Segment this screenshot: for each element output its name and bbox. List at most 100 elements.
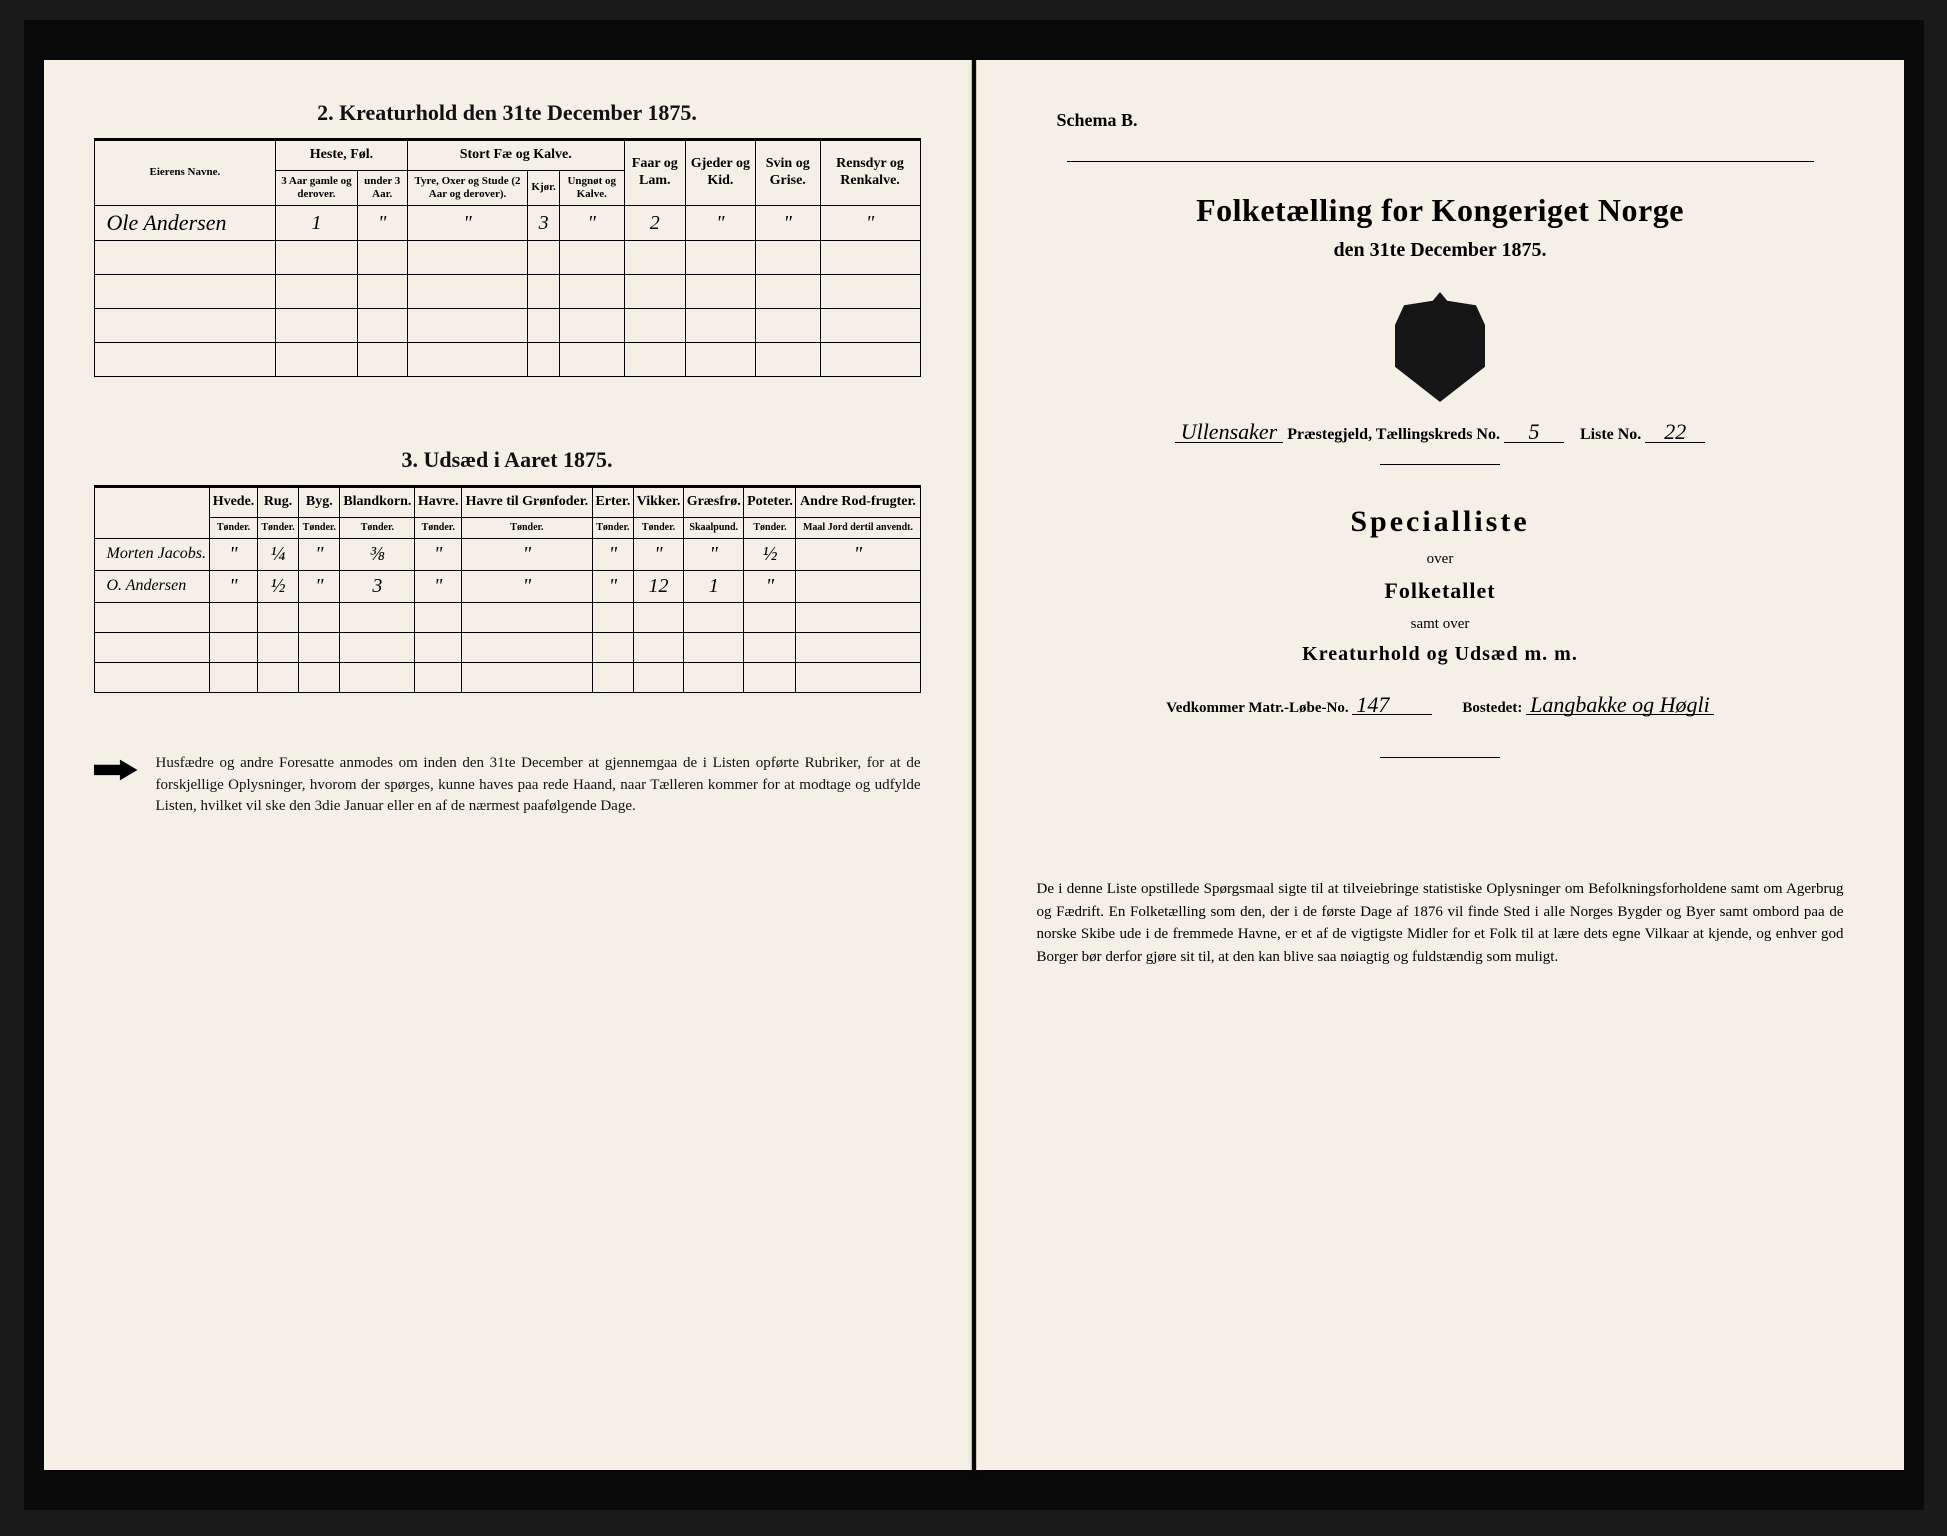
owner-name: Morten Jacobs.: [94, 538, 210, 570]
t3-unit-3: Tønder.: [340, 517, 415, 538]
specialliste-title: Specialliste: [1027, 505, 1854, 539]
table-row: [94, 275, 920, 309]
folketallet-label: Folketallet: [1027, 578, 1854, 604]
cell: 3: [528, 206, 559, 241]
coat-of-arms-icon: [1395, 292, 1485, 402]
cell: ": [755, 206, 820, 241]
cell: ": [415, 570, 462, 602]
t3-unit-8: Skaalpund.: [683, 517, 744, 538]
sub-cattle-2: Ungnøt og Kalve.: [559, 170, 624, 205]
table-row: Ole Andersen 1 " " 3 " 2 " " ": [94, 206, 920, 241]
table-row: [94, 241, 920, 275]
cell: ": [685, 206, 755, 241]
footnote-block: Husfædre og andre Foresatte anmodes om i…: [94, 753, 921, 818]
cell: ½: [744, 538, 796, 570]
owner-name: O. Andersen: [94, 570, 210, 602]
table-row: O. Andersen"½"3"""121": [94, 570, 920, 602]
right-footnote: De i denne Liste opstillede Spørgsmaal s…: [1027, 878, 1854, 968]
cell: 12: [634, 570, 684, 602]
table-row: Morten Jacobs."¼"⅜"""""½": [94, 538, 920, 570]
schema-label: Schema B.: [1057, 110, 1854, 131]
table-udsaed: Hvede.Rug.Byg.Blandkorn.Havre.Havre til …: [94, 487, 921, 693]
t3-unit-6: Tønder.: [592, 517, 633, 538]
t3-head-0: Hvede.: [210, 488, 258, 518]
cell: ": [299, 570, 340, 602]
grp-cattle: Stort Fæ og Kalve.: [407, 141, 624, 171]
col-name: Eierens Navne.: [94, 141, 276, 206]
cell: ": [415, 538, 462, 570]
main-title: Folketælling for Kongeriget Norge: [1027, 192, 1854, 229]
grp-swine: Svin og Grise.: [755, 141, 820, 206]
cell: ": [299, 538, 340, 570]
table-row: [94, 343, 920, 377]
vedk-value: 147: [1352, 696, 1432, 715]
col-name: [94, 488, 210, 539]
cell: 1: [683, 570, 744, 602]
cell: ": [210, 570, 258, 602]
grp-rein: Rensdyr og Renkalve.: [820, 141, 920, 206]
cell: ": [820, 206, 920, 241]
label-over: over: [1027, 551, 1854, 568]
t3-unit-9: Tønder.: [744, 517, 796, 538]
cell: ¼: [257, 538, 298, 570]
cell: ": [796, 538, 920, 570]
t3-unit-10: Maal Jord dertil anvendt.: [796, 517, 920, 538]
t3-head-2: Byg.: [299, 488, 340, 518]
cell: ⅜: [340, 538, 415, 570]
label-samt: samt over: [1027, 616, 1854, 633]
t3-unit-5: Tønder.: [462, 517, 593, 538]
cell: ": [462, 570, 593, 602]
parish-line: Ullensaker Præstegjeld, Tællingskreds No…: [1027, 422, 1854, 444]
liste-label: Liste No.: [1580, 426, 1641, 443]
table-row: [94, 632, 920, 662]
t3-head-5: Havre til Grønfoder.: [462, 488, 593, 518]
cell: [796, 570, 920, 602]
t3-head-8: Græsfrø.: [683, 488, 744, 518]
sub-title: den 31te December 1875.: [1027, 239, 1854, 262]
parish-suffix: Præstegjeld, Tællingskreds No.: [1287, 426, 1500, 443]
cell: ": [744, 570, 796, 602]
grp-sheep: Faar og Lam.: [624, 141, 685, 206]
cell: ": [357, 206, 407, 241]
section2-title: 2. Kreaturhold den 31te December 1875.: [94, 100, 921, 126]
t3-unit-7: Tønder.: [634, 517, 684, 538]
grp-horse: Heste, Føl.: [276, 141, 407, 171]
pointing-hand-icon: [94, 757, 138, 783]
cell: 2: [624, 206, 685, 241]
section3-title: 3. Udsæd i Aaret 1875.: [94, 447, 921, 473]
book-spread: 2. Kreaturhold den 31te December 1875. E…: [24, 20, 1924, 1510]
cell: ½: [257, 570, 298, 602]
sub-horse-0: 3 Aar gamle og derover.: [276, 170, 357, 205]
parish-name: Ullensaker: [1175, 422, 1284, 443]
footnote-text: Husfædre og andre Foresatte anmodes om i…: [156, 753, 921, 818]
sub-cattle-0: Tyre, Oxer og Stude (2 Aar og derover).: [407, 170, 528, 205]
cell: ": [462, 538, 593, 570]
cell: ": [592, 570, 633, 602]
t3-head-9: Poteter.: [744, 488, 796, 518]
cell: ": [210, 538, 258, 570]
t3-head-3: Blandkorn.: [340, 488, 415, 518]
cell: 3: [340, 570, 415, 602]
vedk-label: Vedkommer Matr.-Løbe-No.: [1166, 700, 1348, 716]
rule: [1067, 161, 1814, 162]
t3-head-4: Havre.: [415, 488, 462, 518]
sub-cattle-1: Kjør.: [528, 170, 559, 205]
t3-head-10: Andre Rod-frugter.: [796, 488, 920, 518]
bost-value: Langbakke og Høgli: [1526, 696, 1714, 715]
cell: ": [683, 538, 744, 570]
cell: ": [592, 538, 633, 570]
t3-unit-1: Tønder.: [257, 517, 298, 538]
vedk-line: Vedkommer Matr.-Løbe-No. 147 Bostedet: L…: [1027, 696, 1854, 717]
sub-horse-1: under 3 Aar.: [357, 170, 407, 205]
rule: [1380, 464, 1500, 465]
left-page: 2. Kreaturhold den 31te December 1875. E…: [44, 60, 972, 1470]
t3-head-7: Vikker.: [634, 488, 684, 518]
cell: ": [634, 538, 684, 570]
table-row: [94, 662, 920, 692]
cell: ": [407, 206, 528, 241]
t3-head-1: Rug.: [257, 488, 298, 518]
cell: 1: [276, 206, 357, 241]
right-page: Schema B. Folketælling for Kongeriget No…: [976, 60, 1904, 1470]
kreatur-label: Kreaturhold og Udsæd m. m.: [1027, 643, 1854, 666]
t3-unit-0: Tønder.: [210, 517, 258, 538]
